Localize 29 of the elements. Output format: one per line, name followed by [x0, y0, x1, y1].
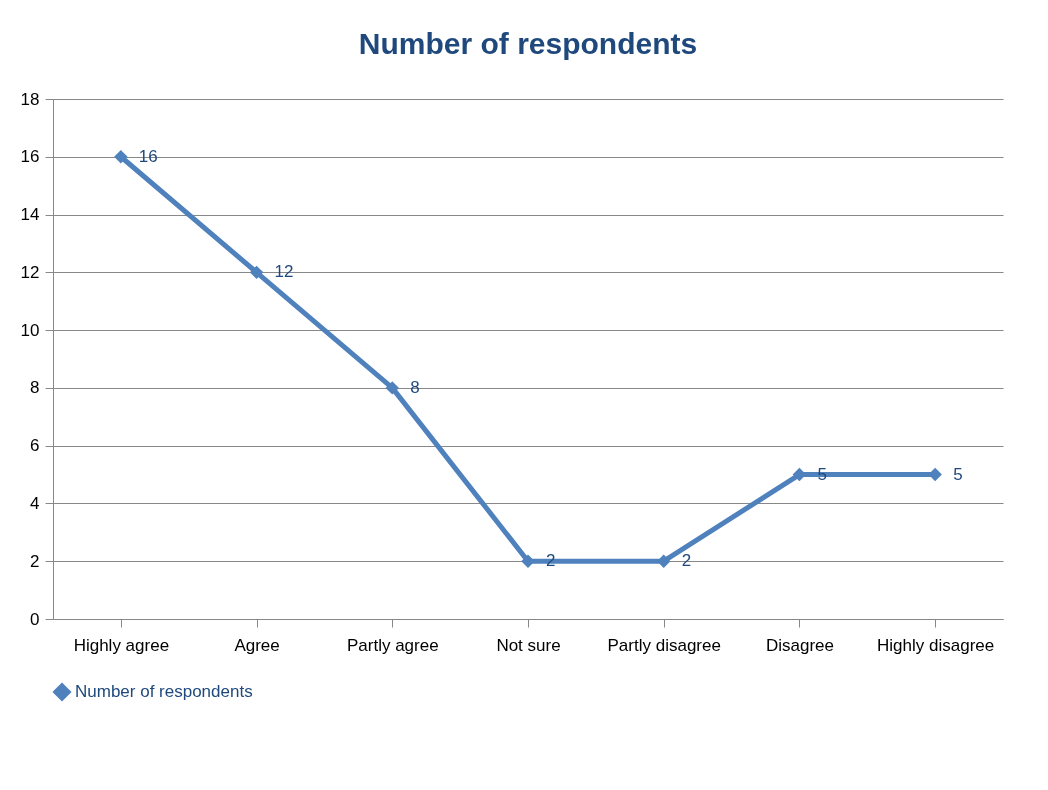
- y-tick-label: 4: [30, 493, 40, 513]
- x-tick-label: Highly disagree: [877, 635, 995, 655]
- y-tick-label: 18: [20, 89, 40, 109]
- data-label: 2: [681, 551, 692, 571]
- data-label: 8: [410, 377, 420, 397]
- chart-title: Number of respondents: [358, 27, 698, 60]
- data-label: 16: [138, 146, 158, 166]
- y-tick-label: 14: [20, 205, 40, 225]
- x-tick-label: Partly disagree: [607, 635, 721, 655]
- data-label: 12: [274, 262, 294, 282]
- legend-label: Number of respondents: [75, 682, 253, 701]
- y-tick-label: 0: [30, 609, 40, 629]
- x-tick-label: Not sure: [496, 635, 561, 655]
- x-tick-label: Highly agree: [73, 635, 170, 655]
- x-tick-label: Disagree: [765, 635, 834, 655]
- x-tick-label: Partly agree: [346, 635, 439, 655]
- point: [249, 265, 264, 280]
- y-tick-label: 16: [20, 147, 40, 167]
- y-tick-label: 8: [30, 378, 40, 398]
- point: [657, 554, 671, 568]
- x-tick-label: Agree: [234, 635, 280, 655]
- y-tick-label: 6: [30, 436, 40, 456]
- point: [385, 381, 399, 395]
- point: [521, 554, 535, 568]
- y-tick-label: 12: [20, 262, 40, 282]
- y-tick-label: 2: [30, 551, 40, 571]
- point: [114, 150, 128, 164]
- data-label: 5: [953, 464, 963, 484]
- y-tick-label: 10: [20, 320, 40, 340]
